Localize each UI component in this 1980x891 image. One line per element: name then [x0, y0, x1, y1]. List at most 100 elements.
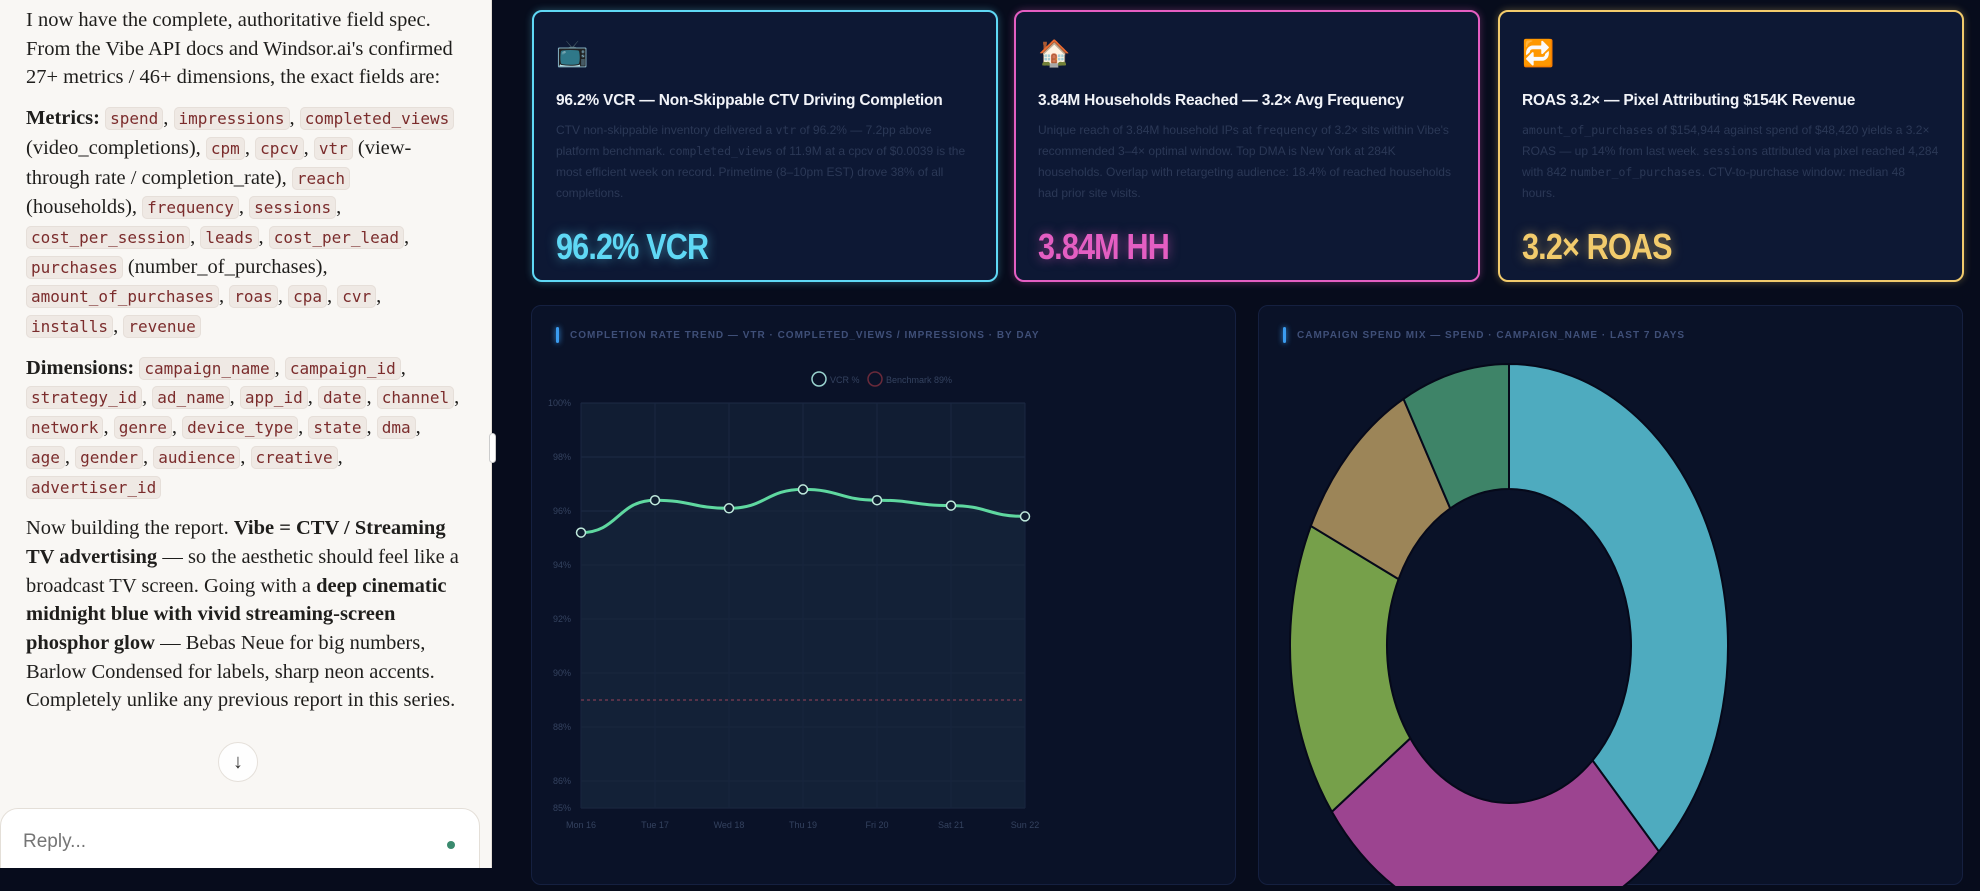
- scroll-to-bottom-button[interactable]: ↓: [218, 742, 258, 782]
- card-kpi-value: 96.2% VCR: [556, 226, 709, 267]
- vcr-data-point: [1019, 511, 1031, 522]
- field-code: sessions: [249, 196, 337, 220]
- text: ,: [238, 196, 250, 219]
- field-code: cost_per_lead: [268, 225, 405, 249]
- x-tick-label: Thu 19: [789, 820, 817, 830]
- message-paragraph: Now building the report. Vibe = CTV / St…: [26, 514, 465, 715]
- text: ,: [219, 285, 230, 308]
- text: of 11.9M at a cpcv of $0.0039 is the mos…: [556, 144, 966, 200]
- text: of $154,944 against spend of $48,420 yie…: [1522, 123, 1930, 158]
- field-code: dma: [376, 416, 416, 440]
- text: of 3.2× sits within Vibe's recommended 3…: [1038, 123, 1451, 200]
- card-title: 3.84M Households Reached — 3.2× Avg Freq…: [1038, 92, 1404, 109]
- card-description: Unique reach of 3.84M household IPs at f…: [1038, 120, 1456, 204]
- field-code: state: [308, 416, 367, 440]
- message-paragraph: I now have the complete, authoritative f…: [26, 6, 465, 92]
- house-icon: 🏠: [1038, 38, 1071, 68]
- text: ,: [64, 445, 76, 468]
- text: — so the aesthetic should feel like a br…: [26, 545, 459, 597]
- field-code: frequency: [1255, 123, 1318, 137]
- message-paragraph: Dimensions: campaign_name, campaign_id, …: [26, 354, 465, 503]
- text: Unique reach of 3.84M household IPs at: [1038, 123, 1256, 137]
- text: ,: [103, 416, 114, 439]
- field-code: cpcv: [255, 136, 304, 160]
- y-tick-label: 88%: [553, 722, 571, 732]
- text: of 96.2% — 7.2pp above platform benchmar…: [556, 123, 932, 158]
- field-code: completed_views: [299, 107, 455, 131]
- field-code: number_of_purchases: [1570, 165, 1702, 179]
- vcr-data-point: [945, 500, 957, 511]
- repeat-icon: 🔁: [1522, 38, 1555, 68]
- y-tick-label: 92%: [553, 614, 571, 624]
- text: ,: [274, 356, 285, 379]
- field-code: completed_views: [668, 144, 773, 158]
- field-code: ad_name: [152, 386, 230, 410]
- text: ,: [113, 315, 124, 338]
- card-title: ROAS 3.2× — Pixel Attributing $154K Reve…: [1522, 92, 1856, 109]
- text: ,: [337, 445, 343, 468]
- x-tick-label: Fri 20: [865, 820, 888, 830]
- field-code: leads: [200, 225, 259, 249]
- legend-benchmark-label: Benchmark 89%: [886, 375, 952, 385]
- insight-card: 📺 96.2% VCR — Non-Skippable CTV Driving …: [532, 10, 998, 282]
- field-code: age: [26, 445, 65, 469]
- insight-card: 🏠 3.84M Households Reached — 3.2× Avg Fr…: [1014, 10, 1480, 282]
- legend-benchmark-marker: [867, 371, 883, 387]
- donut-slice: [1508, 362, 1729, 854]
- text: . CTV-to-purchase window: median 48 hour…: [1522, 165, 1906, 200]
- text: I now have the complete, authoritative f…: [26, 9, 453, 89]
- card-description: amount_of_purchases of $154,944 against …: [1522, 120, 1940, 204]
- text: attributed via pixel reached 4,284 with …: [1522, 144, 1939, 179]
- vcr-area: [581, 489, 1025, 808]
- text: ,: [336, 196, 342, 219]
- message-paragraph: Metrics: spend, impressions, completed_v…: [26, 104, 465, 342]
- field-code: gender: [75, 445, 143, 469]
- spend-mix-panel: CAMPAIGN SPEND MIX — SPEND · CAMPAIGN_NA…: [1258, 305, 1963, 891]
- field-code: cpa: [288, 285, 327, 309]
- donut-slice: [1330, 736, 1661, 891]
- field-code: device_type: [182, 416, 299, 440]
- x-tick-label: Sat 21: [938, 820, 964, 830]
- chat-panel: I now have the complete, authoritative f…: [0, 0, 492, 868]
- card-description: CTV non-skippable inventory delivered a …: [556, 120, 974, 204]
- text: ,: [303, 136, 314, 159]
- text: Now building the report.: [26, 517, 234, 540]
- panel-resize-handle[interactable]: [489, 433, 496, 463]
- status-dot-icon: [447, 841, 455, 849]
- field-code: roas: [229, 285, 278, 309]
- field-code: genre: [113, 416, 172, 440]
- field-code: frequency: [142, 196, 239, 220]
- text: ,: [376, 285, 382, 308]
- field-code: channel: [376, 386, 455, 410]
- field-code: app_id: [239, 386, 308, 410]
- field-code: installs: [26, 315, 114, 339]
- field-code: date: [317, 386, 367, 410]
- television-icon: 📺: [556, 38, 589, 68]
- bold-text: Vibe = CTV / Streaming TV advertising: [26, 517, 446, 568]
- field-code: vtr: [313, 136, 353, 160]
- reply-input[interactable]: [23, 831, 403, 853]
- field-code: cpm: [205, 136, 245, 160]
- card-title: 96.2% VCR — Non-Skippable CTV Driving Co…: [556, 92, 943, 109]
- legend-vcr-marker: [811, 371, 827, 387]
- text: ,: [142, 445, 154, 468]
- field-code: strategy_id: [26, 386, 142, 410]
- reply-box[interactable]: [0, 808, 480, 868]
- text: ,: [454, 386, 460, 409]
- text: — Bebas Neue for big numbers, Barlow Con…: [26, 632, 456, 712]
- text: (number_of_purchases),: [122, 255, 328, 278]
- y-tick-label: 96%: [553, 506, 571, 516]
- chart-title: CAMPAIGN SPEND MIX — SPEND · CAMPAIGN_NA…: [1283, 327, 1685, 343]
- vcr-data-point: [575, 527, 587, 538]
- text: ,: [277, 285, 289, 308]
- y-tick-label: 100%: [548, 398, 571, 408]
- text: (households),: [26, 196, 143, 219]
- assistant-message: I now have the complete, authoritative f…: [0, 0, 491, 715]
- field-code: cost_per_session: [26, 225, 191, 249]
- field-code: amount_of_purchases: [1522, 123, 1654, 137]
- field-code: revenue: [123, 315, 201, 339]
- x-tick-label: Mon 16: [566, 820, 596, 830]
- text: ,: [289, 107, 300, 130]
- bold-text: Metrics:: [26, 107, 100, 130]
- field-code: spend: [105, 107, 164, 131]
